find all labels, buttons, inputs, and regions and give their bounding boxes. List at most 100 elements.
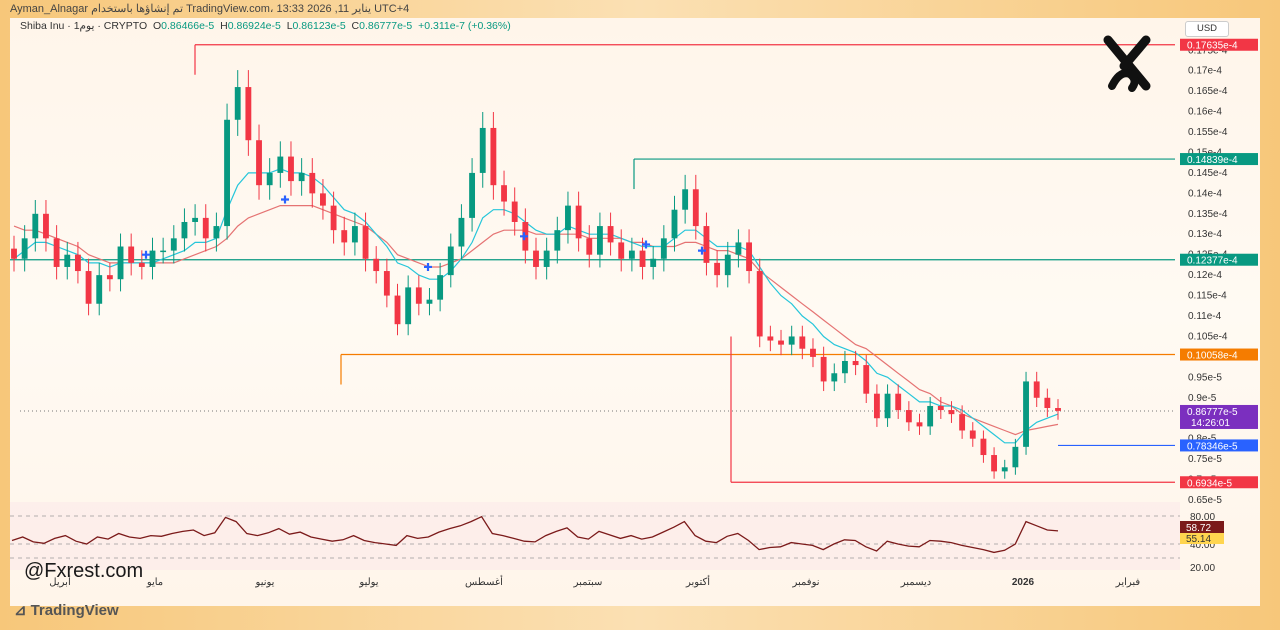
x-axis-label: فبراير xyxy=(1115,577,1141,588)
candle xyxy=(767,336,774,341)
candle xyxy=(533,250,539,267)
ema-fast-line xyxy=(13,168,1059,444)
candle xyxy=(980,438,987,456)
cross-marker xyxy=(642,240,650,249)
x-axis-label: أكتوبر xyxy=(685,575,710,588)
candle xyxy=(991,455,998,472)
rsi-level-label: 20.00 xyxy=(1190,563,1215,574)
y-tick-label: 0.175e-4 xyxy=(1188,45,1228,56)
candle xyxy=(309,172,316,194)
candle xyxy=(1023,381,1029,447)
candle xyxy=(277,156,284,173)
price-level-label: 0.17635e-4 xyxy=(1187,41,1238,52)
change-value: +0.311e-7 (+0.36%) xyxy=(418,20,511,32)
candle xyxy=(437,275,444,300)
candle xyxy=(660,238,667,259)
tradingview-logo: ⊿ TradingView xyxy=(14,602,119,619)
x-axis-label: نوفمبر xyxy=(791,577,819,588)
price-level-badge xyxy=(1180,439,1258,452)
candle xyxy=(11,248,17,259)
rsi-ma-label: 55.14 xyxy=(1186,534,1211,545)
candle xyxy=(714,262,721,276)
candle xyxy=(383,271,390,296)
candle xyxy=(650,258,657,267)
author-line: Ayman_Alnagar تم إنشاؤها باستخدام Tradin… xyxy=(10,3,410,15)
candle xyxy=(959,414,966,431)
candle xyxy=(905,410,912,423)
price-level-label: 0.78346e-5 xyxy=(1187,441,1238,452)
price-level-badge xyxy=(1180,348,1258,361)
candle xyxy=(863,365,870,394)
cross-marker xyxy=(281,195,289,204)
rsi-value-badge xyxy=(1180,521,1224,533)
x-axis-label: يوليو xyxy=(358,577,378,588)
y-tick-label: 0.115e-4 xyxy=(1188,291,1227,302)
candle xyxy=(202,217,209,239)
symbol-name[interactable]: Shiba Inu · 1يوم · CRYPTO xyxy=(20,20,148,32)
cross-marker xyxy=(142,250,150,259)
candle xyxy=(96,275,103,304)
candle xyxy=(810,348,816,357)
candle xyxy=(405,287,412,325)
y-tick-label: 0.15e-4 xyxy=(1188,147,1222,158)
candle xyxy=(85,271,92,304)
open-value: 0.86466e-5 xyxy=(161,20,215,32)
y-tick-label: 0.105e-4 xyxy=(1188,331,1228,342)
symbol-info: Shiba Inu · 1يوم · CRYPTO O0.86466e-5 H0… xyxy=(20,20,511,32)
candle xyxy=(106,275,113,280)
candle xyxy=(916,422,923,427)
candle xyxy=(170,238,177,251)
rsi-level-label: 40.00 xyxy=(1190,540,1215,551)
candle xyxy=(873,393,880,419)
candle xyxy=(373,258,380,272)
rsi-ma-badge xyxy=(1180,533,1224,544)
high-value: 0.86924e-5 xyxy=(227,20,281,32)
candle xyxy=(181,221,188,239)
candle xyxy=(692,189,699,227)
y-tick-label: 0.11e-4 xyxy=(1188,311,1222,322)
candle xyxy=(682,189,689,210)
currency-button[interactable]: USD xyxy=(1185,21,1229,37)
y-tick-label: 0.135e-4 xyxy=(1188,209,1228,220)
candle xyxy=(447,246,454,276)
candle xyxy=(351,226,358,243)
candle xyxy=(639,250,646,267)
candle xyxy=(117,246,124,280)
candle xyxy=(543,250,550,267)
candle xyxy=(320,193,326,206)
low-value: 0.86123e-5 xyxy=(292,20,346,32)
candle xyxy=(469,172,476,218)
candle xyxy=(415,287,422,304)
x-axis-label: سبتمبر xyxy=(573,577,603,588)
candle xyxy=(149,250,156,267)
candle xyxy=(234,87,241,120)
candle xyxy=(362,226,369,259)
y-tick-label: 0.145e-4 xyxy=(1188,168,1228,179)
candle xyxy=(628,250,635,259)
rsi-line xyxy=(11,515,1059,554)
x-axis-label: يونيو xyxy=(255,577,275,588)
x-logo-icon xyxy=(1103,35,1151,92)
candle xyxy=(565,205,571,231)
current-price-label: 0.86777e-5 xyxy=(1187,407,1238,418)
tv-logo-icon: ⊿ xyxy=(14,602,27,619)
candle xyxy=(479,127,486,173)
candle xyxy=(554,230,561,251)
y-tick-label: 0.9e-5 xyxy=(1188,393,1217,404)
current-price-badge xyxy=(1180,404,1258,429)
y-tick-label: 0.16e-4 xyxy=(1188,107,1222,118)
candle xyxy=(330,205,337,231)
candle xyxy=(607,226,614,243)
price-level-label: 0.14839e-4 xyxy=(1187,155,1238,166)
y-tick-label: 0.95e-5 xyxy=(1188,372,1222,383)
candle xyxy=(224,119,230,227)
candle xyxy=(831,373,838,382)
cross-marker xyxy=(424,262,432,271)
price-level-label: 0.10058e-4 xyxy=(1187,351,1238,362)
price-level-badge xyxy=(1180,38,1258,51)
candle xyxy=(671,209,678,239)
y-tick-label: 0.8e-5 xyxy=(1188,434,1217,445)
candle xyxy=(32,213,39,239)
price-level-badge xyxy=(1180,253,1258,266)
